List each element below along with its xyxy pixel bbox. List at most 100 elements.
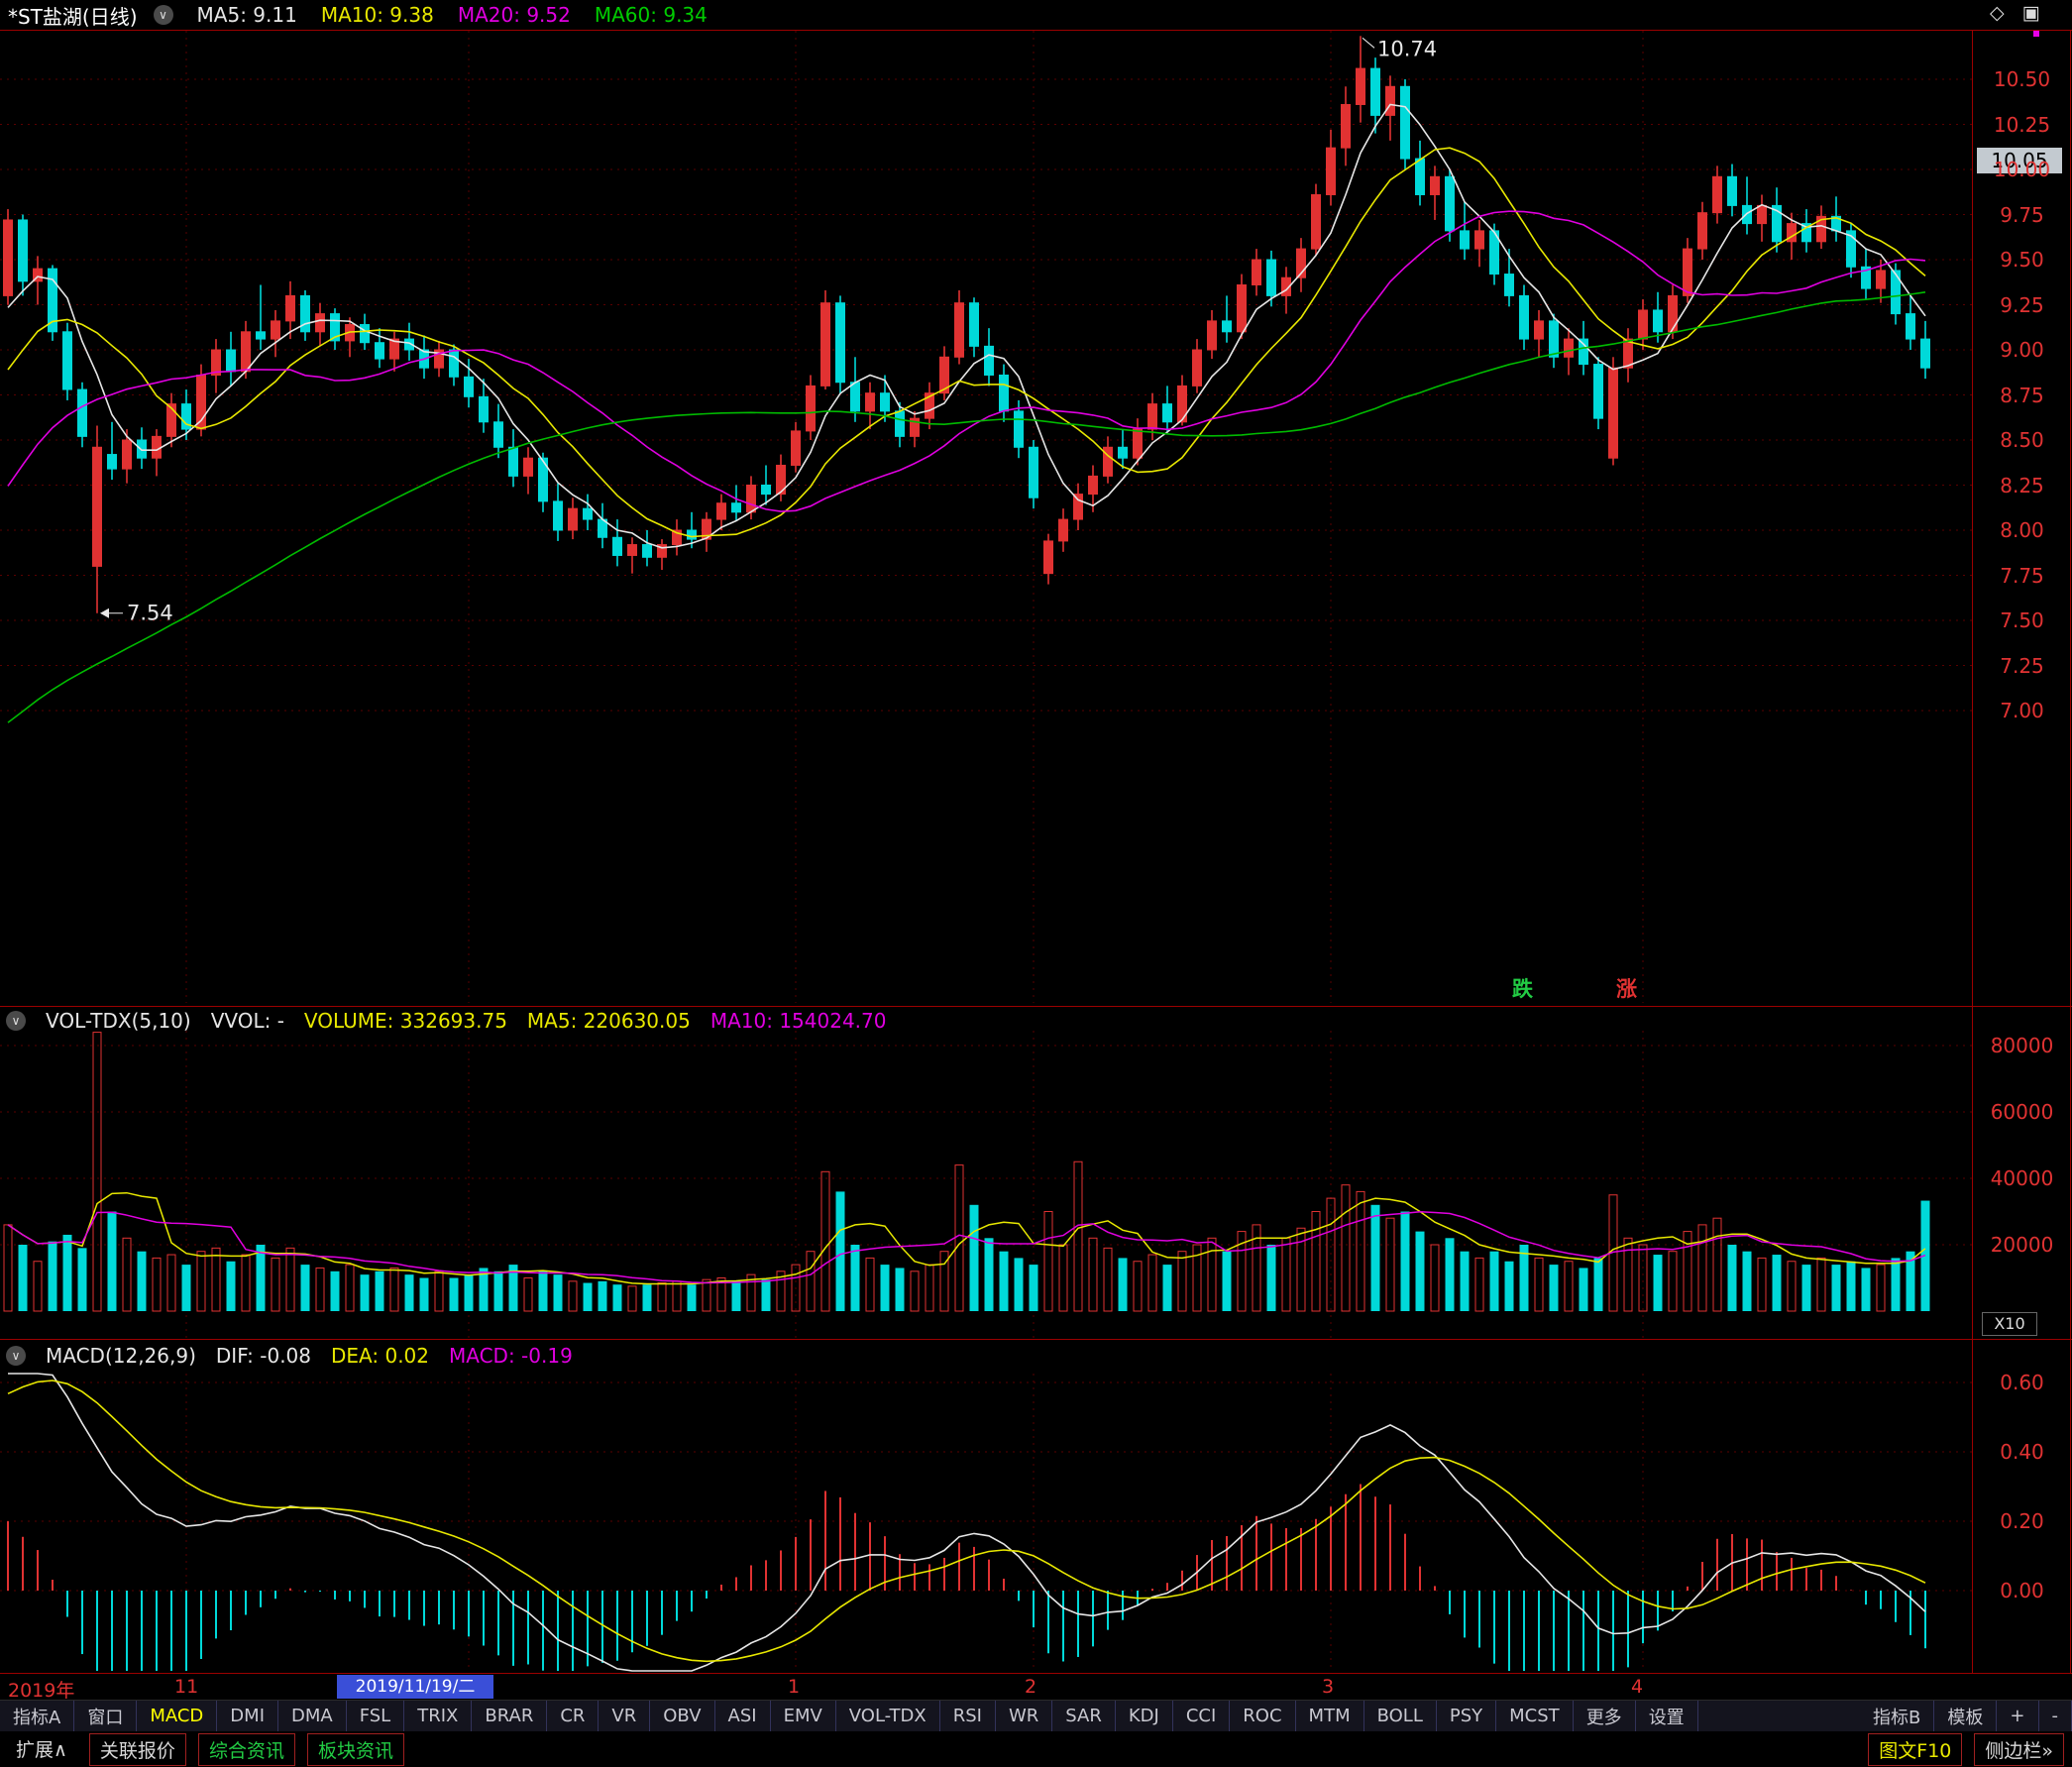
up-label: 涨 [1616, 977, 1637, 1001]
date-label: 2 [1025, 1676, 1037, 1698]
volume-tick: 60000 [1990, 1100, 2054, 1124]
toolbar-item-roc[interactable]: ROC [1230, 1701, 1296, 1731]
price-tick: 9.50 [2000, 248, 2044, 272]
macd-tick: 0.40 [2000, 1440, 2044, 1464]
toolbar-item-dmi[interactable]: DMI [217, 1701, 278, 1731]
collapse-icon[interactable]: ∨ [6, 1011, 26, 1031]
magenta-marker [2033, 31, 2039, 37]
window-restore-icon[interactable]: ▣ [2021, 2, 2040, 24]
status-bar-right: 图文F10 侧边栏» [1868, 1732, 2064, 1766]
macd-tick: 0.20 [2000, 1509, 2044, 1533]
toolbar-item-boll[interactable]: BOLL [1364, 1701, 1437, 1731]
toolbar-item-rsi[interactable]: RSI [940, 1701, 996, 1731]
macd-indicator-name: MACD(12,26,9) [46, 1344, 196, 1368]
price-tick: 8.75 [2000, 383, 2044, 407]
price-tick: 8.50 [2000, 428, 2044, 452]
status-bar: 扩展∧ 关联报价 综合资讯 板块资讯 图文F10 侧边栏» [0, 1731, 2072, 1767]
diamond-icon[interactable]: ◇ [1990, 2, 2005, 24]
toolbar-item-dma[interactable]: DMA [278, 1701, 347, 1731]
toolbar-item--[interactable]: - [2039, 1701, 2072, 1731]
collapse-icon[interactable]: ∨ [6, 1346, 26, 1366]
volume-ma-layer [7, 1191, 1926, 1285]
toolbar-item-kdj[interactable]: KDJ [1116, 1701, 1173, 1731]
collapse-icon[interactable]: ∨ [153, 5, 173, 25]
toolbar-item-cci[interactable]: CCI [1173, 1701, 1231, 1731]
toolbar-item-brar[interactable]: BRAR [472, 1701, 548, 1731]
ma20-value: MA20: 9.52 [457, 3, 571, 27]
toolbar-item-a[interactable]: 指标A [0, 1701, 75, 1731]
status-bar-left: 扩展∧ 关联报价 综合资讯 板块资讯 [6, 1732, 404, 1766]
indicator-toolbar-right: 指标B 模板 + - [1860, 1701, 2072, 1731]
chevron-down-glyph: ∨ [11, 1014, 21, 1028]
toolbar-item-vol-tdx[interactable]: VOL-TDX [836, 1701, 940, 1731]
price-tick: 7.50 [2000, 608, 2044, 632]
ma5-value: MA5: 9.11 [196, 3, 297, 27]
toolbar-item-mcst[interactable]: MCST [1496, 1701, 1574, 1731]
status-item-left-3[interactable]: 板块资讯 [306, 1732, 404, 1766]
toolbar-item-cn-1[interactable]: 窗口 [74, 1701, 138, 1731]
toolbar-item-b[interactable]: 指标B [1860, 1701, 1935, 1731]
toolbar-item-cn-24[interactable]: 更多 [1574, 1701, 1636, 1731]
grid-layer [0, 31, 1972, 1671]
stock-title: *ST盐湖(日线) [8, 4, 138, 29]
indicator-toolbar: 指标A 窗口 MACD DMI DMA FSL TRIX BRAR CR VR OBV ASI EMV V… [0, 1700, 2072, 1731]
price-tick: 9.75 [2000, 202, 2044, 227]
status-item-left-0[interactable]: 扩展∧ [16, 1738, 67, 1761]
price-tick: 10.00 [1993, 158, 2051, 181]
candles-layer [3, 36, 1930, 613]
indicator-toolbar-left: 指标A 窗口 MACD DMI DMA FSL TRIX BRAR CR VR OBV ASI EMV V… [0, 1701, 1698, 1731]
toolbar-item-mtm[interactable]: MTM [1296, 1701, 1364, 1731]
date-label: 1 [788, 1676, 801, 1698]
macd-lines-layer [7, 1373, 1926, 1672]
toolbar-item-cn-25[interactable]: 设置 [1636, 1701, 1698, 1731]
status-item-left-1[interactable]: 关联报价 [88, 1732, 186, 1766]
toolbar-item-psy[interactable]: PSY [1437, 1701, 1497, 1731]
toolbar-item-fsl[interactable]: FSL [347, 1701, 405, 1731]
status-item-left-2[interactable]: 综合资讯 [197, 1732, 295, 1766]
toolbar-item-obv[interactable]: OBV [650, 1701, 715, 1731]
volume-ma5-value: MA5: 220630.05 [526, 1009, 691, 1033]
volume-multiplier-label: X10 [1982, 1312, 2037, 1336]
toolbar-item-cn-r2[interactable]: + [1997, 1701, 2039, 1731]
peak-price-annotation: 10.74 [1377, 37, 1437, 60]
price-tick: 9.25 [2000, 292, 2044, 317]
macd-tick: 0.60 [2000, 1371, 2044, 1394]
right-axis-column: 10.05 X10 日线 10.5010.2510.009.759.509.25… [1972, 0, 2072, 1767]
date-label: 2019年 [8, 1680, 75, 1702]
main-chart-header: *ST盐湖(日线) ∨ MA5: 9.11 MA10: 9.38 MA20: 9… [0, 0, 1972, 30]
price-tick: 10.50 [1993, 67, 2051, 91]
annotation-layer: 10.74 7.54 [100, 37, 1437, 625]
price-tick: 7.00 [2000, 699, 2044, 722]
vvol-value: VVOL: - [210, 1009, 284, 1033]
price-tick: 8.25 [2000, 473, 2044, 497]
date-label: 4 [1631, 1676, 1644, 1698]
ma10-value: MA10: 9.38 [320, 3, 434, 27]
status-item-right-1[interactable]: 侧边栏» [1974, 1732, 2064, 1766]
toolbar-item-trix[interactable]: TRIX [404, 1701, 473, 1731]
macd-pane-header: ∨ MACD(12,26,9) DIF: -0.08 DEA: 0.02 MAC… [0, 1342, 573, 1370]
toolbar-item-sar[interactable]: SAR [1052, 1701, 1116, 1731]
volume-bars-layer [3, 1032, 1930, 1312]
volume-pane-header: ∨ VOL-TDX(5,10) VVOL: - VOLUME: 332693.7… [0, 1007, 886, 1035]
toolbar-item-emv[interactable]: EMV [771, 1701, 836, 1731]
volume-ma10-value: MA10: 154024.70 [709, 1009, 887, 1033]
toolbar-item-macd[interactable]: MACD [137, 1701, 218, 1731]
price-tick: 7.75 [2000, 563, 2044, 588]
toolbar-item-cr[interactable]: CR [547, 1701, 600, 1731]
current-price-tag: 10.05 [1977, 147, 2062, 173]
price-tick: 7.25 [2000, 653, 2044, 678]
toolbar-item-vr[interactable]: VR [599, 1701, 651, 1731]
toolbar-item-cn-r1[interactable]: 模板 [1934, 1701, 1998, 1731]
date-label: 3 [1322, 1676, 1335, 1698]
toolbar-item-wr[interactable]: WR [996, 1701, 1053, 1731]
down-label: 跌 [1512, 977, 1533, 1001]
price-ma-layer [7, 103, 1926, 723]
macd-histogram-layer [7, 1484, 1926, 1671]
pane-borders [0, 30, 2072, 1699]
chevron-down-glyph: ∨ [11, 1349, 21, 1363]
volume-indicator-name: VOL-TDX(5,10) [46, 1009, 191, 1033]
status-item-right-0[interactable]: 图文F10 [1868, 1732, 1963, 1766]
selected-date-tag: 2019/11/19/二 [337, 1675, 493, 1699]
toolbar-item-asi[interactable]: ASI [715, 1701, 771, 1731]
